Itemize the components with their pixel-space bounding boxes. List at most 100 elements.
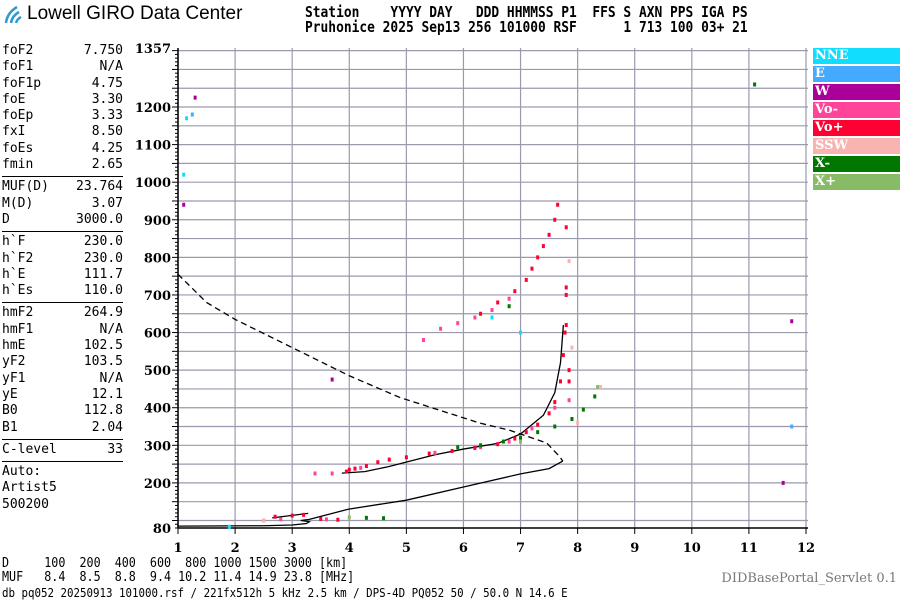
param-name: B0 <box>2 403 18 419</box>
param-value: N/A <box>99 370 123 386</box>
muf-table: D 100 200 400 600 800 1000 1500 3000 [km… <box>2 557 354 585</box>
legend-item-nne: NNE <box>813 48 900 64</box>
echo-point-w <box>182 202 186 207</box>
logo: Lowell GIRO Data Center <box>3 3 242 25</box>
param-value: 264.9 <box>83 305 123 321</box>
param-value: 103.5 <box>83 354 123 370</box>
echo-point-voplus <box>524 430 528 435</box>
param-name: fxI <box>2 124 26 140</box>
echo-point-vominus <box>433 450 437 455</box>
echo-point-voplus <box>556 202 560 207</box>
legend-item-xminus: X- <box>813 156 900 172</box>
param-value: 2.65 <box>91 157 123 173</box>
echo-point-xplus <box>596 385 600 390</box>
echo-point-xminus <box>753 82 757 87</box>
echo-point-e <box>190 112 194 117</box>
y-tick-label: 200 <box>144 477 171 492</box>
echo-point-xminus <box>501 439 505 444</box>
parameter-panel: foF2 7.750 foF1 N/A foF1p 4.75 foE 3.30 foEp 3.33… <box>2 43 123 513</box>
param-row: B0 112.8 <box>2 403 123 419</box>
param-value: N/A <box>99 321 123 337</box>
echo-point-xplus <box>347 515 351 520</box>
dashed-profile-line <box>177 273 564 462</box>
param-name: hmF1 <box>2 321 34 337</box>
param-name: hmF2 <box>2 305 34 321</box>
echo-point-ssw <box>262 518 266 523</box>
echo-point-e <box>790 424 794 429</box>
y-tick-label: 300 <box>144 439 171 454</box>
param-value: 3000.0 <box>76 211 123 227</box>
y-tick-label: 800 <box>144 251 171 266</box>
x-tick-label: 12 <box>797 541 815 556</box>
y-tick-label: 1000 <box>135 176 171 191</box>
param-name: yF1 <box>2 370 26 386</box>
echo-point-vominus <box>439 326 443 331</box>
echo-point-voplus <box>567 379 571 384</box>
echo-point-voplus <box>336 517 340 522</box>
param-row: h`E 111.7 <box>2 267 123 283</box>
y-tick-label: 400 <box>144 402 171 417</box>
param-value: 102.5 <box>83 338 123 354</box>
y-tick-label: 600 <box>144 327 171 342</box>
param-row: foE 3.30 <box>2 92 123 108</box>
servlet-version: DIDBasePortal_Servlet 0.1 <box>721 571 897 586</box>
echo-point-voplus <box>564 292 568 297</box>
param-name: h`F2 <box>2 250 34 266</box>
echo-point-xplus <box>519 439 523 444</box>
echo-point-vominus <box>421 338 425 343</box>
param-value: 33 <box>107 441 123 457</box>
y-tick-label: 900 <box>144 214 171 229</box>
param-value: 111.7 <box>83 266 123 282</box>
file-info: db pq052 20250913 101000.rsf / 221fx512h… <box>2 586 568 600</box>
autoscaling-info: 500200 <box>2 496 49 512</box>
param-name: yF2 <box>2 354 26 370</box>
echo-point-voplus <box>536 255 540 260</box>
separator <box>2 302 123 304</box>
param-name: foF1p <box>2 75 42 91</box>
echo-point-voplus <box>541 244 545 249</box>
param-value: 23.764 <box>76 179 123 195</box>
echo-point-voplus <box>344 469 348 474</box>
separator <box>2 231 123 233</box>
echo-point-vominus <box>473 315 477 320</box>
legend-item-w: W <box>813 84 900 100</box>
echo-point-voplus <box>387 457 391 462</box>
echo-point-voplus <box>364 463 368 468</box>
echo-point-voplus <box>513 436 517 441</box>
separator <box>2 176 123 178</box>
legend-item-e: E <box>813 66 900 82</box>
param-value: 230.0 <box>83 234 123 250</box>
param-row: foEs 4.25 <box>2 141 123 157</box>
station-header: Station YYYY DAY DDD HHMMSS P1 FFS S AXN… <box>305 5 748 35</box>
legend-item-vominus: Vo- <box>813 102 900 118</box>
echo-point-voplus <box>319 516 323 521</box>
echo-point-vominus <box>567 398 571 403</box>
param-row: foEp 3.33 <box>2 108 123 124</box>
y-tick-label: 80 <box>153 522 171 537</box>
autoscaling-info: Auto: <box>2 464 42 480</box>
profile-line <box>177 460 564 527</box>
echo-point-vominus <box>313 471 317 476</box>
param-name: h`F <box>2 234 26 250</box>
echo-point-ssw <box>576 420 580 425</box>
x-tick-label: 8 <box>573 541 582 556</box>
param-value: 3.07 <box>91 195 123 211</box>
echo-point-ssw <box>567 259 571 264</box>
signal-logo-icon <box>4 5 22 24</box>
x-tick-label: 10 <box>683 541 701 556</box>
separator <box>2 461 123 463</box>
echo-point-voplus <box>450 448 454 453</box>
echo-point-vominus <box>456 321 460 326</box>
param-value: 8.50 <box>91 124 123 140</box>
param-value: 230.0 <box>83 250 123 266</box>
echo-point-ssw <box>570 345 574 350</box>
echo-point-xminus <box>456 445 460 450</box>
param-name: foEs <box>2 140 34 156</box>
echo-point-vominus <box>507 296 511 301</box>
param-name: h`E <box>2 266 26 282</box>
echo-point-xminus <box>536 430 540 435</box>
echo-point-xminus <box>593 394 597 399</box>
param-value: N/A <box>99 59 123 75</box>
param-row: hmE 102.5 <box>2 338 123 354</box>
